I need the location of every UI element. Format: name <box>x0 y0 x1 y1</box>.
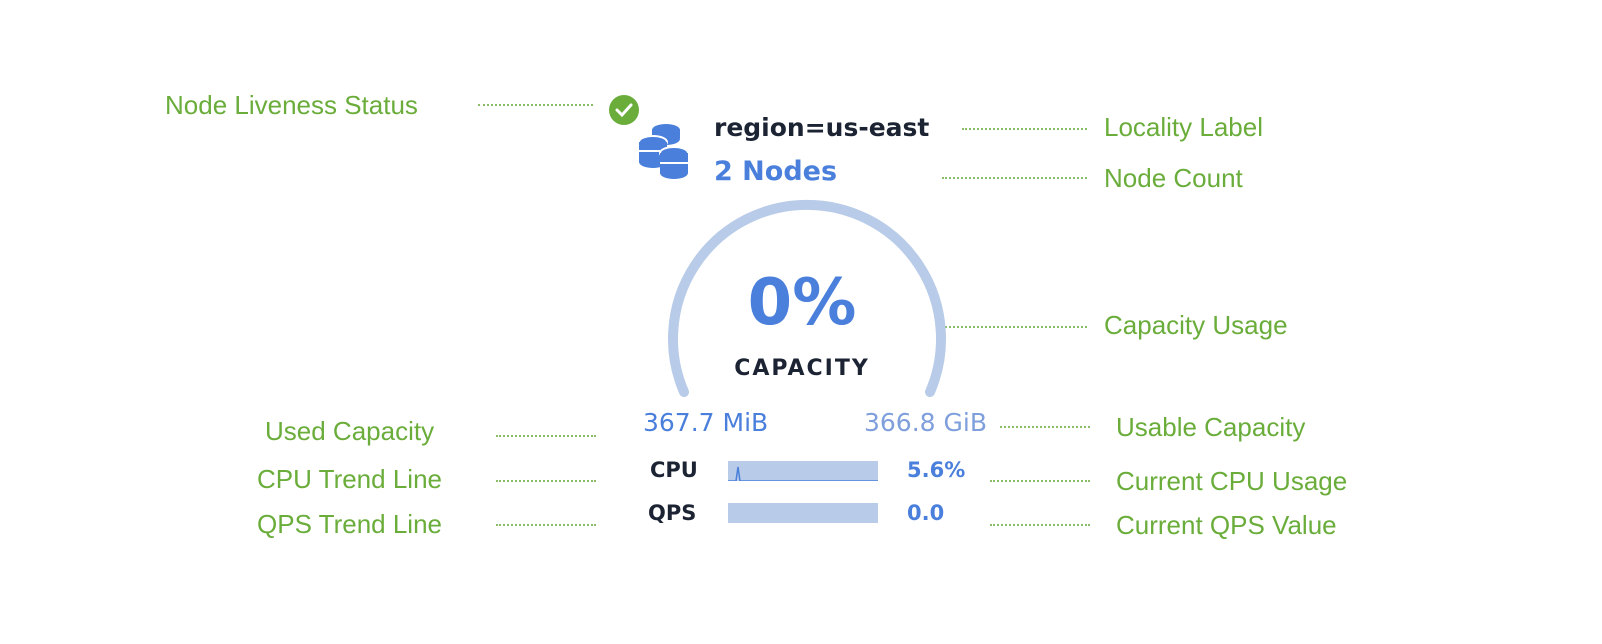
usable-capacity: 366.8 GiB <box>864 408 987 437</box>
cpu-trend-line <box>728 461 878 481</box>
leader-line <box>478 104 593 106</box>
annotation-liveness: Node Liveness Status <box>165 90 418 120</box>
qps-label: QPS <box>648 501 697 525</box>
annotation-current-cpu: Current CPU Usage <box>1116 466 1348 496</box>
annotation-capacity-usage: Capacity Usage <box>1104 310 1288 340</box>
locality-label: region=us-east <box>714 113 930 142</box>
leader-line <box>496 435 596 437</box>
leader-line <box>942 177 1087 179</box>
annotation-qps-trend: QPS Trend Line <box>257 509 442 539</box>
annotation-locality: Locality Label <box>1104 112 1263 142</box>
leader-line <box>942 326 1087 328</box>
leader-line <box>1000 426 1090 428</box>
capacity-percent: 0% <box>747 266 857 340</box>
annotation-usable-capacity: Usable Capacity <box>1116 412 1306 442</box>
qps-trend-line <box>728 503 878 523</box>
cpu-label: CPU <box>650 458 698 482</box>
database-nodes-icon <box>638 124 689 179</box>
leader-line <box>990 480 1090 482</box>
annotation-used-capacity: Used Capacity <box>265 416 435 446</box>
current-cpu: 5.6% <box>907 458 966 482</box>
leader-line <box>962 128 1087 130</box>
used-capacity: 367.7 MiB <box>643 408 769 437</box>
leader-line <box>990 524 1090 526</box>
current-qps: 0.0 <box>907 501 945 525</box>
liveness-check-icon <box>609 95 639 125</box>
leader-line <box>496 524 596 526</box>
node-count[interactable]: 2 Nodes <box>714 156 838 187</box>
annotation-current-qps: Current QPS Value <box>1116 510 1337 540</box>
capacity-label: CAPACITY <box>734 356 870 381</box>
annotation-cpu-trend: CPU Trend Line <box>257 464 442 494</box>
annotation-node-count: Node Count <box>1104 163 1243 193</box>
leader-line <box>496 480 596 482</box>
